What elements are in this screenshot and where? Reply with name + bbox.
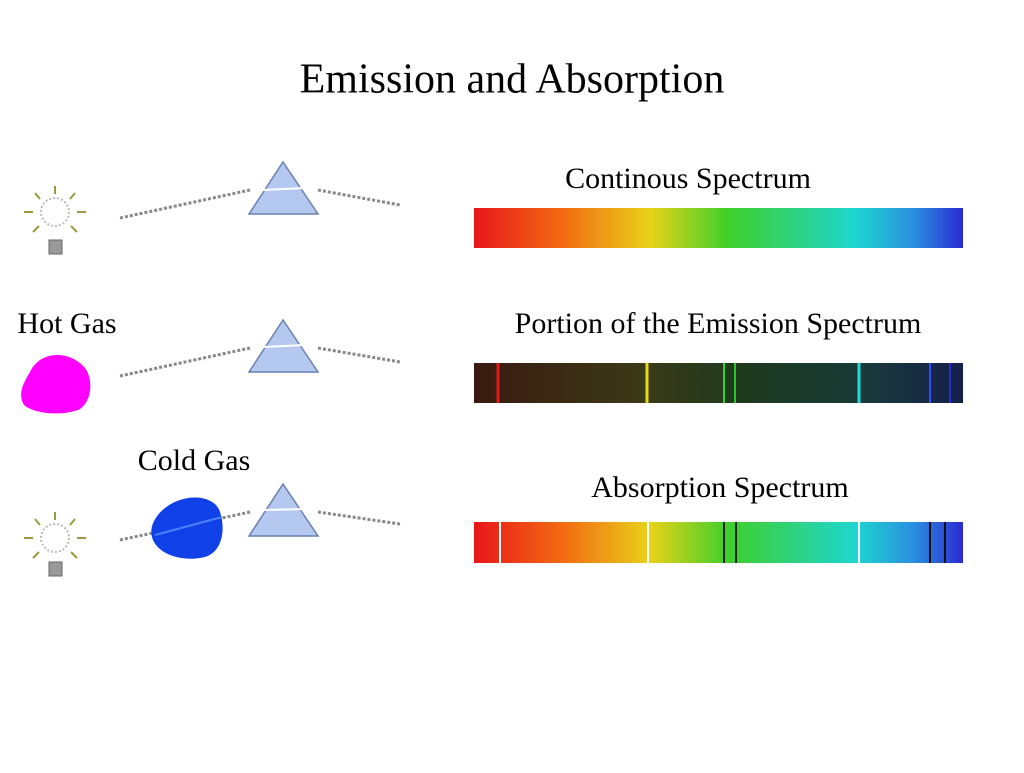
prism [247, 160, 320, 215]
light-ray [119, 188, 401, 220]
spectrum-label: Continous Spectrum [565, 162, 811, 195]
light-bulb [24, 512, 86, 577]
gas-label: Cold Gas [138, 444, 251, 477]
continuous-spectrum [474, 208, 963, 248]
emission-spectrum [474, 363, 963, 403]
prism-highlight [262, 187, 306, 191]
gas-label: Hot Gas [17, 307, 116, 340]
spectrum-label: Absorption Spectrum [591, 471, 848, 504]
spectrum-label: Portion of the Emission Spectrum [515, 307, 922, 340]
cloud-ray [154, 516, 223, 536]
cold-gas-cloud [151, 497, 223, 559]
prism-highlight [262, 344, 306, 348]
absorption-spectrum [474, 522, 963, 563]
slide-title: Emission and Absorption [300, 57, 725, 103]
light-ray [119, 346, 401, 378]
hot-gas-cloud [21, 354, 91, 414]
prism-highlight [262, 508, 306, 511]
light-bulb [24, 186, 86, 255]
